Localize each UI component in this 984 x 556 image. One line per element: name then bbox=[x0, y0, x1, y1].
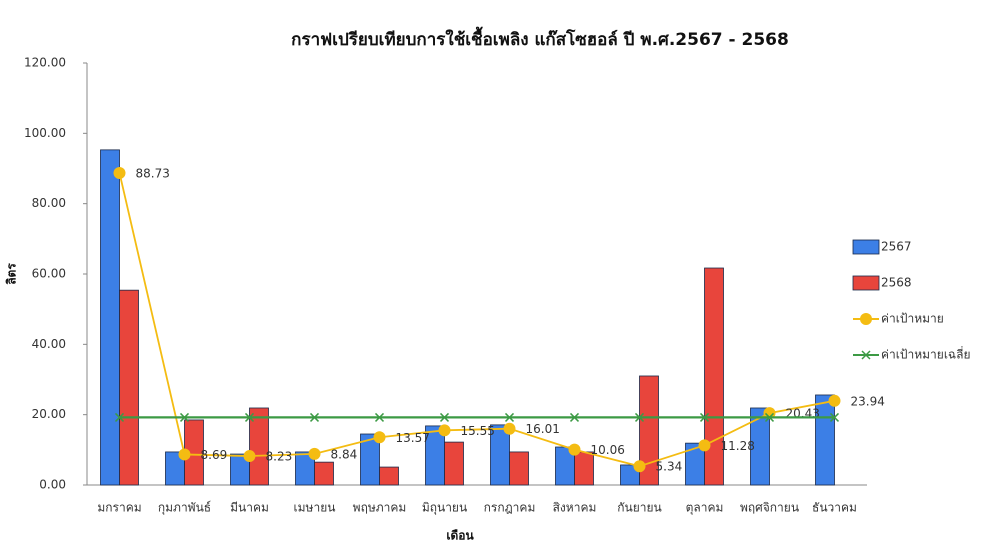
line-marker bbox=[503, 422, 516, 435]
line-marker bbox=[569, 412, 580, 422]
data-label: 8.69 bbox=[201, 448, 228, 462]
bar bbox=[249, 407, 269, 486]
line-marker bbox=[504, 412, 515, 422]
bar bbox=[444, 441, 464, 486]
line-marker bbox=[698, 439, 711, 452]
x-tick-label: พฤษภาคม bbox=[353, 501, 407, 515]
x-tick-label: กุมภาพันธ์ bbox=[158, 501, 211, 516]
line-marker bbox=[828, 394, 841, 407]
line-marker bbox=[114, 412, 125, 422]
data-label: 11.28 bbox=[721, 439, 755, 453]
chart-title: กราฟเปรียบเทียบการใช้เชื้อเพลิง แก๊สโซฮอ… bbox=[291, 26, 789, 50]
line-marker bbox=[113, 166, 126, 179]
y-tick-label: 100.00 bbox=[24, 126, 66, 140]
data-label: 88.73 bbox=[136, 166, 170, 180]
line-marker bbox=[309, 412, 320, 422]
legend-label: 2567 bbox=[881, 240, 912, 254]
legend-marker bbox=[861, 350, 871, 360]
line-marker bbox=[634, 412, 645, 422]
data-label: 16.01 bbox=[526, 422, 560, 436]
bar bbox=[750, 407, 770, 486]
data-label: 23.94 bbox=[851, 394, 885, 408]
line-marker bbox=[178, 448, 191, 461]
x-tick-label: กันยายน bbox=[617, 501, 661, 515]
line-marker bbox=[764, 412, 775, 422]
y-tick-label: 80.00 bbox=[32, 196, 66, 210]
line-marker bbox=[243, 450, 256, 463]
x-tick-label: พฤศจิกายน bbox=[740, 501, 799, 515]
data-label: 10.06 bbox=[591, 443, 625, 457]
data-label: 5.34 bbox=[656, 460, 683, 474]
bar bbox=[119, 289, 139, 486]
bar bbox=[100, 149, 120, 486]
data-label: 8.23 bbox=[266, 450, 293, 464]
x-tick-label: มิถุนายน bbox=[422, 501, 467, 516]
bar bbox=[379, 466, 399, 486]
line-marker bbox=[438, 424, 451, 437]
y-tick-label: 40.00 bbox=[32, 337, 66, 351]
bar bbox=[639, 375, 659, 486]
line-marker bbox=[699, 412, 710, 422]
legend-swatch bbox=[852, 275, 880, 291]
y-tick-label: 20.00 bbox=[32, 407, 66, 421]
legend-swatch bbox=[852, 239, 880, 255]
x-tick-label: เมษายน bbox=[294, 501, 336, 515]
bar bbox=[314, 461, 334, 486]
x-tick-label: มีนาคม bbox=[230, 501, 269, 515]
line bbox=[118, 172, 835, 468]
x-tick-label: มกราคม bbox=[97, 501, 141, 515]
y-tick-label: 60.00 bbox=[32, 267, 66, 281]
x-tick-label: ธันวาคม bbox=[812, 501, 857, 515]
line-marker bbox=[829, 412, 840, 422]
y-axis-label: ลิตร bbox=[5, 263, 19, 285]
line-marker bbox=[568, 443, 581, 456]
y-tick-label: 120.00 bbox=[24, 56, 66, 70]
data-label: 13.57 bbox=[396, 431, 430, 445]
x-axis-label: เดือน bbox=[446, 529, 474, 543]
bar bbox=[509, 451, 529, 486]
line-marker bbox=[374, 412, 385, 422]
line-marker bbox=[244, 412, 255, 422]
bar bbox=[360, 433, 380, 486]
line-marker bbox=[308, 447, 321, 460]
legend-marker bbox=[860, 313, 872, 325]
x-tick-label: ตุลาคม bbox=[686, 501, 724, 516]
legend-label: ค่าเป้าหมายเฉลี่ย bbox=[881, 346, 970, 362]
line-marker bbox=[439, 412, 450, 422]
legend-label: 2568 bbox=[881, 276, 912, 290]
legend-label: ค่าเป้าหมาย bbox=[881, 312, 944, 326]
y-tick-label: 0.00 bbox=[39, 478, 66, 492]
line-marker bbox=[179, 412, 190, 422]
bar bbox=[704, 267, 724, 486]
line-marker bbox=[763, 407, 776, 420]
data-label: 20.43 bbox=[786, 407, 820, 421]
line-marker bbox=[373, 431, 386, 444]
data-label: 8.84 bbox=[331, 447, 358, 461]
line-marker bbox=[633, 460, 646, 473]
x-tick-label: กรกฎาคม bbox=[484, 501, 536, 515]
x-tick-label: สิงหาคม bbox=[553, 501, 597, 515]
data-label: 15.55 bbox=[461, 424, 495, 438]
